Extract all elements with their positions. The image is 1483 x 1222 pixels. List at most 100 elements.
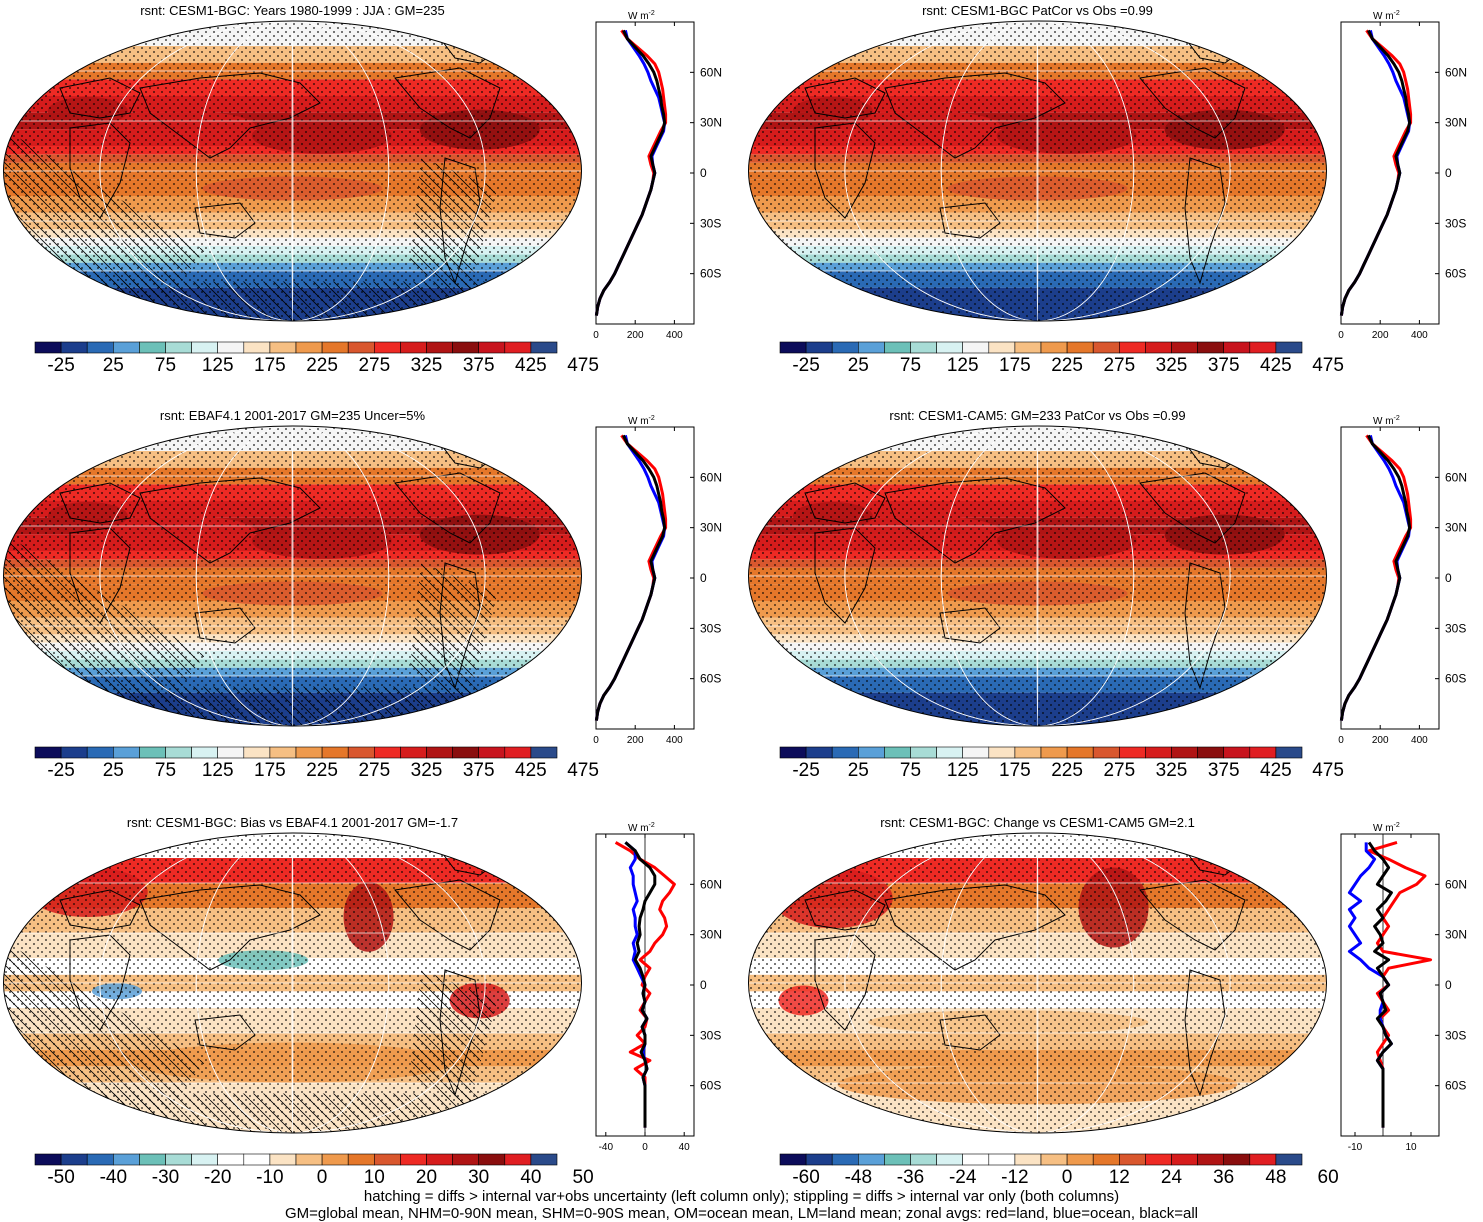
zonal-lat-label: 30S xyxy=(700,216,721,230)
colorbar-swatch xyxy=(504,341,532,354)
zonal-x-tick-label: 400 xyxy=(666,330,683,338)
colorbar-swatch xyxy=(373,341,401,354)
colorbar-swatch xyxy=(139,341,166,354)
colorbar-tick-label: 475 xyxy=(1312,355,1344,376)
zonal-lat-label: 0 xyxy=(700,978,707,992)
colorbar-swatch xyxy=(1223,341,1251,354)
footer-line-2: GM=global mean, NHM=0-90N mean, SHM=0-90… xyxy=(284,1205,1198,1222)
colorbar-swatch xyxy=(86,1153,114,1166)
colorbar-swatch xyxy=(936,1153,964,1166)
colorbar-swatch xyxy=(1197,746,1225,759)
colorbar-tick-label: 36 xyxy=(1213,1167,1235,1188)
colorbar-tick-label: 225 xyxy=(306,355,338,376)
colorbar-swatch xyxy=(1249,1153,1277,1166)
colorbar-swatch xyxy=(165,341,192,354)
colorbar-tick-label: 275 xyxy=(358,760,391,781)
panel-model-patcor: rsnt: CESM1-BGC PatCor vs Obs =0.99 W m-2… xyxy=(745,0,1483,390)
colorbar-tick-label: 25 xyxy=(102,760,124,781)
zonal-x-tick-label: 400 xyxy=(1411,735,1428,743)
colorbar-tick-label: 75 xyxy=(899,760,922,781)
colorbar-p2 xyxy=(779,341,1303,354)
zonal-series-chg_all xyxy=(1367,841,1393,1128)
colorbar-tick-label: 275 xyxy=(1103,355,1136,376)
colorbar-swatch xyxy=(347,746,375,759)
colorbar-swatch xyxy=(858,1153,885,1166)
colorbar-swatch xyxy=(1197,1153,1225,1166)
colorbar-swatch xyxy=(321,1153,349,1166)
zonal-lat-label: 30N xyxy=(1445,521,1467,535)
colorbar-tick-label: -30 xyxy=(151,1167,180,1188)
colorbar-swatch xyxy=(831,746,859,759)
colorbar-tick-label: -24 xyxy=(948,1167,977,1188)
panel-bias: rsnt: CESM1-BGC: Bias vs EBAF4.1 2001-20… xyxy=(0,812,740,1192)
colorbar-swatch xyxy=(504,1153,532,1166)
colorbar-swatch xyxy=(962,746,990,759)
colorbar-tick-label: 125 xyxy=(201,355,234,376)
colorbar-tick-label: -12 xyxy=(1001,1167,1029,1188)
colorbar-swatch xyxy=(1066,746,1094,759)
colorbar-tick-label: 50 xyxy=(572,1167,594,1188)
colorbar-labels: -25 25 75 125 175 225 275 325 375 425 475 xyxy=(745,355,1344,379)
colorbar-tick-label: 375 xyxy=(462,760,495,781)
zonal-lat-label: 30S xyxy=(700,1028,721,1042)
colorbar-p6 xyxy=(779,1153,1303,1166)
colorbar-p1 xyxy=(34,341,558,354)
colorbar-labels: -25 25 75 125 175 225 275 325 375 425 475 xyxy=(0,355,599,379)
colorbar-swatch xyxy=(400,341,427,354)
zonal-x-tick-label: -10 xyxy=(1348,1142,1363,1150)
colorbar-tick-label: 0 xyxy=(316,1167,328,1188)
colorbar-swatch xyxy=(962,1153,990,1166)
colorbar-tick-label: -50 xyxy=(47,1167,75,1188)
colorbar-p3 xyxy=(34,746,558,759)
zonal-series-abs_all xyxy=(594,29,667,316)
colorbar-swatch xyxy=(269,746,297,759)
zonal-x-tick-label: 400 xyxy=(666,735,683,743)
colorbar-tick-label: -25 xyxy=(792,355,820,376)
colorbar-swatch xyxy=(452,746,480,759)
zonal-plot-p5: W m-2 60N 30N 0 30S 60S -40 0 40 xyxy=(595,822,722,1150)
colorbar-swatch xyxy=(1275,341,1303,354)
colorbar-tick-label: 225 xyxy=(1051,355,1083,376)
colorbar-swatch xyxy=(243,1153,271,1166)
zonal-lat-label: 0 xyxy=(1445,571,1452,585)
zonal-x-tick-label: 10 xyxy=(1405,1142,1417,1150)
zonal-lat-label: 60N xyxy=(1445,470,1467,484)
colorbar-tick-label: 475 xyxy=(567,760,599,781)
colorbar-swatch xyxy=(321,746,349,759)
zonal-unit-label: W m-2 xyxy=(628,415,655,427)
colorbar-swatch xyxy=(530,341,558,354)
colorbar-tick-label: -25 xyxy=(47,355,75,376)
colorbar-swatch xyxy=(910,746,937,759)
colorbar-tick-label: 20 xyxy=(415,1167,438,1188)
colorbar-swatch xyxy=(831,1153,859,1166)
colorbar-swatch xyxy=(1275,746,1303,759)
colorbar-swatch xyxy=(60,341,88,354)
colorbar-swatch xyxy=(884,341,911,354)
zonal-lat-label: 60S xyxy=(700,267,721,281)
colorbar-swatch xyxy=(1040,341,1068,354)
colorbar-tick-label: 375 xyxy=(1207,355,1240,376)
map-p4 xyxy=(748,425,1327,727)
colorbar-swatch xyxy=(910,1153,937,1166)
map-p6 xyxy=(748,832,1327,1134)
colorbar-swatch xyxy=(936,341,964,354)
colorbar-swatch xyxy=(86,341,114,354)
map-p3 xyxy=(3,425,582,727)
zonal-lat-label: 30N xyxy=(700,928,722,942)
colorbar-tick-label: 425 xyxy=(1260,355,1292,376)
colorbar-swatch xyxy=(400,1153,427,1166)
zonal-lat-label: 60N xyxy=(700,470,722,484)
colorbar-tick-label: 60 xyxy=(1317,1167,1339,1188)
colorbar-tick-label: 25 xyxy=(847,355,869,376)
colorbar-swatch xyxy=(191,341,219,354)
colorbar-swatch xyxy=(1145,341,1172,354)
colorbar-labels: -60 -48 -36 -24 -12 0 12 24 36 48 60 xyxy=(745,1167,1338,1191)
zonal-lat-label: 30N xyxy=(1445,116,1467,130)
colorbar-tick-label: -40 xyxy=(99,1167,128,1188)
colorbar-tick-label: 125 xyxy=(946,355,979,376)
colorbar-swatch xyxy=(779,341,807,354)
zonal-lat-label: 30N xyxy=(1445,928,1467,942)
zonal-series-abs_all xyxy=(1339,434,1412,721)
panel-obs-climatology: rsnt: EBAF4.1 2001-2017 GM=235 Uncer=5% W… xyxy=(0,405,740,795)
map-p1 xyxy=(3,20,582,322)
